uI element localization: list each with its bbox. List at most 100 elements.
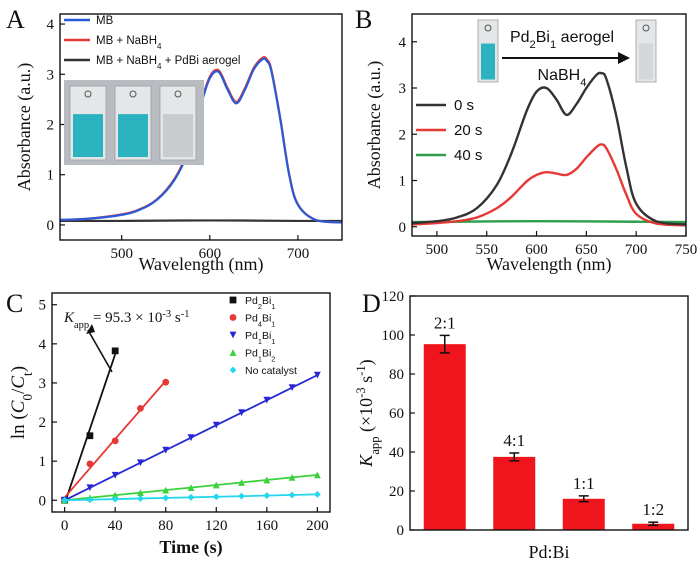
panel-b-y-axis-title: Absorbance (a.u.): [364, 61, 385, 189]
panel-b-y-tick-label: 2: [399, 127, 407, 143]
panel-c-data-point: [137, 489, 144, 497]
panel-c-data-point: [212, 481, 220, 489]
panel-c-data-point: [313, 491, 321, 498]
panel-c-data-point: [313, 371, 321, 379]
panel-a-x-tick-label: 500: [110, 246, 133, 262]
panel-c-data-point: [162, 378, 170, 386]
panel-b-legend-label: 20 s: [454, 122, 482, 139]
panel-c-data-point: [229, 296, 237, 304]
panel-a-inset-vial-liquid: [73, 114, 103, 158]
panel-c-data-point: [238, 479, 245, 486]
panel-c-y-tick-label: 1: [39, 454, 47, 470]
panel-b-annotation-reductant: NaBH4: [538, 67, 587, 89]
panel-c-data-point: [238, 492, 245, 500]
panel-c-data-point: [263, 476, 271, 484]
panel-b-plot-frame: [411, 13, 687, 237]
panel-b-x-tick-label: 600: [525, 242, 548, 258]
panel-c-data-point: [229, 314, 237, 321]
panel-b-legend-label: 40 s: [454, 147, 482, 164]
panel-c-legend-label: Pd2Bi1: [245, 295, 275, 311]
panel-d-bar: [423, 344, 466, 530]
panel-c-data-point: [111, 347, 119, 355]
panel-c-data-point: [288, 473, 296, 481]
panel-c-x-tick-label: 200: [306, 518, 329, 534]
panel-b-arrow-head: [618, 52, 630, 64]
panel-b-x-tick-label: 550: [475, 242, 498, 258]
panel-c-kinetics-chart: 0 40 80 120 160 200 0 1 2 3 4 5 Time (s) ln (C0/Ct) Pd…: [8, 292, 331, 558]
panel-c-data-point: [137, 495, 144, 502]
panel-c-legend-label: Pd1Bi1: [245, 330, 275, 346]
panel-d-x-axis-title: Pd:Bi: [528, 542, 569, 562]
panel-c-data-point: [313, 471, 321, 479]
panel-c-data-point: [86, 496, 94, 504]
panel-d-y-tick-label: 0: [397, 523, 405, 539]
panel-d-bar-category-label: 1:2: [642, 500, 664, 519]
panel-a-x-tick-label: 700: [287, 246, 310, 262]
panel-d-y-tick-label: 120: [382, 289, 405, 305]
panel-c-data-point: [111, 471, 119, 479]
panel-c-y-tick-label: 0: [39, 493, 47, 509]
panel-c-data-point: [187, 484, 195, 491]
panel-a-legend-label: MB + NaBH4: [96, 35, 162, 51]
panel-c-data-point: [238, 409, 245, 417]
panel-c-data-point: [111, 491, 119, 499]
panel-a-y-axis-title: Absorbance (a.u.): [14, 63, 35, 191]
panel-d-bar-category-label: 4:1: [503, 431, 525, 450]
panel-b-y-tick-label: 1: [399, 174, 407, 190]
panel-c-data-point: [111, 437, 119, 445]
panel-b-y-tick-label: 3: [399, 81, 407, 97]
panel-c-data-point: [86, 484, 94, 492]
panel-a-inset-vial-cap-mark: [174, 90, 182, 98]
panel-c-y-axis-title: ln (C0/Ct): [8, 366, 35, 439]
panel-c-data-point: [229, 349, 237, 356]
panel-c-data-point: [61, 496, 69, 504]
panel-b-y-tick-label: 0: [399, 220, 407, 236]
panel-a-inset-vial-liquid: [163, 114, 193, 158]
panel-b-x-tick-label: 700: [625, 242, 648, 258]
panel-b-time-spectra-chart: 500 550 600 650 700 750 0 1 2 3 4 Wavelength (nm) Ab…: [364, 13, 698, 275]
panel-c-data-point: [86, 460, 94, 468]
panel-b-inset-before-vial-liquid: [481, 43, 495, 80]
panel-d-bar: [493, 456, 536, 530]
panel-a-series-line: [59, 57, 343, 224]
panel-b-x-tick-label: 750: [675, 242, 698, 258]
panel-a-series-line: [59, 219, 343, 223]
panel-b-legend-label: 0 s: [454, 97, 474, 114]
panel-label-b: B: [355, 5, 372, 34]
panel-c-y-tick-label: 2: [39, 415, 47, 431]
panel-a-spectra-chart: 500 600 700 0 1 2 3 4 Wavelength (nm) Absorbance …: [14, 13, 343, 275]
panel-c-data-point: [162, 446, 170, 454]
panel-a-inset-vial-cap-mark: [84, 90, 92, 98]
panel-d-bar: [632, 523, 675, 530]
panel-b-x-axis-title: Wavelength (nm): [486, 254, 611, 275]
panel-c-data-point: [137, 459, 144, 467]
panel-c-data-point: [288, 491, 296, 499]
panel-a-y-tick-label: 2: [47, 117, 55, 133]
panel-d-rate-constant-bar-chart: 2:1 4:1 1:1 1:2 0 20 40 60 80 100 120 Pd:Bi Kapp (×1…: [354, 289, 689, 562]
panel-c-x-tick-label: 0: [61, 518, 69, 534]
panel-c-y-tick-label: 5: [39, 298, 47, 314]
panel-a-inset-vial-cap-mark: [129, 90, 137, 98]
panel-d-y-tick-label: 20: [389, 484, 404, 500]
panel-c-rate-annotation: Kapp = 95.3 × 10-3 s-1: [63, 309, 189, 331]
panel-d-y-tick-label: 40: [389, 445, 404, 461]
panel-b-x-tick-label: 500: [426, 242, 449, 258]
panel-c-legend-label: No catalyst: [245, 365, 297, 377]
panel-b-inset-after-vial-cap-mark: [642, 24, 650, 32]
panel-a-legend-label: MB: [96, 15, 114, 27]
panel-c-data-point: [288, 384, 296, 392]
panel-c-data-point: [187, 493, 195, 501]
panel-a-y-tick-label: 4: [47, 17, 55, 33]
panel-c-x-tick-label: 80: [158, 518, 173, 534]
panel-b-annotation-catalyst: Pd2Bi1 aerogel: [510, 29, 614, 51]
panel-c-data-point: [229, 366, 237, 374]
panel-a-x-axis-title: Wavelength (nm): [138, 254, 263, 275]
panel-c-y-tick-label: 4: [39, 337, 47, 353]
panel-c-legend-label: Pd4Bi1: [245, 313, 275, 329]
panel-c-fit-line: [63, 353, 117, 504]
panel-a-y-tick-label: 3: [47, 67, 55, 83]
panel-c-x-tick-label: 120: [205, 518, 228, 534]
panel-c-data-point: [187, 434, 195, 442]
panel-b-series-line: [411, 71, 687, 226]
